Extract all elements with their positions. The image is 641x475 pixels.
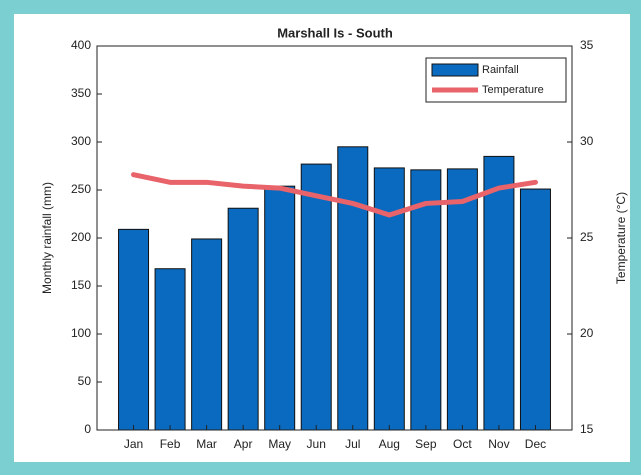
x-tick-label: May — [268, 437, 291, 451]
y-tick-label: 150 — [71, 278, 91, 292]
legend-label: Rainfall — [482, 64, 519, 76]
x-tick-label: Jun — [307, 437, 326, 451]
y-tick-label: 400 — [71, 38, 91, 52]
y2-tick-label: 20 — [580, 326, 594, 340]
bar — [118, 228, 150, 431]
bar — [483, 155, 515, 431]
x-tick-label: Sep — [415, 437, 437, 451]
x-tick-label: Oct — [453, 437, 472, 451]
y-tick-label: 50 — [78, 374, 92, 388]
y2-tick-label: 15 — [580, 422, 594, 436]
chart-title: Marshall Is - South — [277, 25, 393, 40]
bar — [300, 163, 332, 431]
x-tick-label: Feb — [160, 437, 181, 451]
x-tick-label: Jul — [345, 437, 360, 451]
y-tick-label: 250 — [71, 182, 91, 196]
x-tick-label: Apr — [234, 437, 253, 451]
y-tick-label: 300 — [71, 134, 91, 148]
legend-label: Temperature — [482, 84, 544, 96]
x-tick-label: Dec — [525, 437, 546, 451]
temperature-line — [131, 172, 538, 218]
y-tick-label: 0 — [84, 422, 91, 436]
y-tick-label: 100 — [71, 326, 91, 340]
x-tick-label: Aug — [379, 437, 400, 451]
bar — [446, 168, 478, 431]
bar — [337, 146, 369, 431]
bar — [373, 167, 405, 431]
x-tick-label: Mar — [196, 437, 217, 451]
bar — [264, 185, 296, 431]
legend-swatch — [431, 63, 479, 77]
x-tick-label: Nov — [488, 437, 509, 451]
bar — [154, 268, 186, 431]
y-axis-label: Monthly rainfall (mm) — [40, 182, 54, 294]
y2-axis-label: Temperature (°C) — [614, 192, 628, 284]
y-tick-label: 200 — [71, 230, 91, 244]
y2-tick-label: 25 — [580, 230, 594, 244]
y2-tick-label: 35 — [580, 38, 594, 52]
bar — [227, 207, 259, 431]
x-tick-label: Jan — [124, 437, 143, 451]
legend-box — [425, 57, 567, 103]
bar — [519, 188, 551, 431]
bar — [410, 169, 442, 431]
bar — [191, 238, 223, 431]
y2-tick-label: 30 — [580, 134, 594, 148]
y-tick-label: 350 — [71, 86, 91, 100]
